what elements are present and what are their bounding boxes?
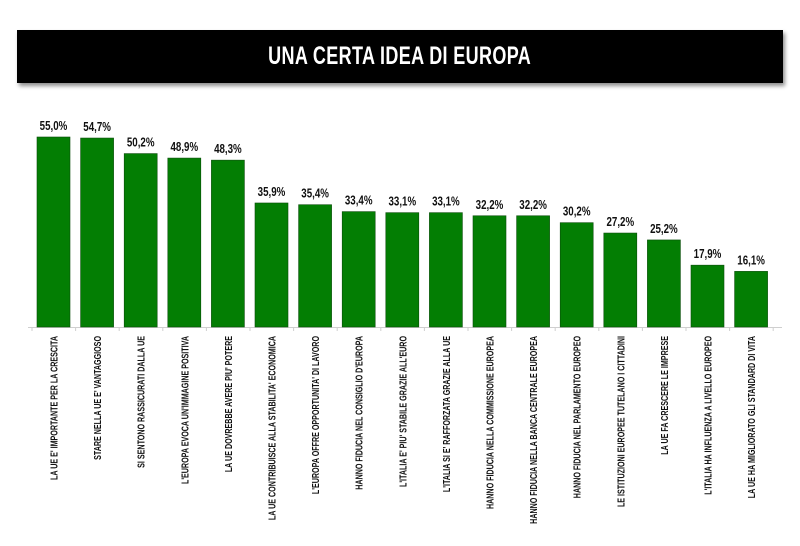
bar — [211, 159, 245, 328]
category-label: LA UE FA CRESCERE LE IMPRESE — [659, 336, 671, 455]
bar — [647, 239, 681, 328]
category-label: LA UE E' IMPORTANTE PER LA CRESCITA — [48, 336, 60, 480]
data-label: 50,2% — [127, 136, 155, 150]
bar — [385, 212, 420, 328]
data-label: 32,2% — [476, 199, 504, 213]
bar — [123, 153, 158, 328]
bar — [559, 222, 594, 328]
category-label: LA UE HA MIGLIORATO GLI STANDARD DI VITA — [746, 336, 758, 499]
bar — [80, 137, 114, 328]
category-label: LE ISTITUZIONI EUROPEE TUTELANO I CITTAD… — [615, 336, 627, 507]
category-label: STARE NELLA UE E' VANTAGGIOSO — [92, 336, 104, 460]
data-label: 35,9% — [258, 186, 286, 200]
bar — [167, 157, 202, 328]
bar — [298, 204, 332, 328]
data-label: 33,1% — [432, 195, 460, 209]
category-label: L'ITALIA SI E' RAFFORZATA GRAZIE ALLA UE — [441, 336, 453, 492]
data-label: 27,2% — [606, 216, 634, 230]
chart-title: UNA CERTA IDEA DI EUROPA — [268, 42, 532, 70]
bar — [254, 202, 289, 328]
data-label: 16,1% — [737, 254, 765, 268]
category-label: HANNO FIDUCIA NELLA BANCA CENTRALE EUROP… — [528, 336, 540, 524]
category-label: LA UE DOVREBBE AVERE PIU' POTERE — [223, 336, 235, 472]
bar — [603, 232, 638, 328]
bar — [690, 264, 725, 328]
data-label: 33,1% — [388, 195, 416, 209]
data-label: 54,7% — [83, 121, 111, 135]
data-label: 32,2% — [519, 199, 547, 213]
category-label: HANNO FIDUCIA NEL CONSIGLIO D'EUROPA — [353, 336, 365, 490]
category-label: L'ITALIA HA INFLUENZA A LIVELLO EUROPEO — [702, 336, 714, 495]
chart-title-bar: UNA CERTA IDEA DI EUROPA — [17, 30, 783, 83]
data-label: 30,2% — [563, 205, 591, 219]
bar — [36, 136, 71, 328]
bar — [341, 211, 376, 328]
data-label: 25,2% — [650, 223, 678, 237]
category-label: SI SENTONO RASSICURATI DALLA UE — [135, 336, 147, 468]
data-label: 48,9% — [170, 141, 198, 155]
data-label: 48,3% — [214, 143, 242, 157]
bar — [734, 271, 768, 328]
category-label: L'EUROPA OFFRE OPPORTUNITA' DI LAVORO — [310, 336, 322, 494]
bar — [516, 215, 550, 328]
data-label: 17,9% — [694, 248, 722, 262]
category-label: LA UE CONTRIBUISCE ALLA STABILITA' ECONO… — [266, 336, 278, 521]
data-label: 35,4% — [301, 188, 329, 202]
category-label: HANNO FIDUCIA NELLA COMMISSIONE EUROPEA — [484, 336, 496, 509]
category-label: HANNO FIDUCIA NEL PARLAMENTO EUROPEO — [571, 336, 583, 498]
category-label: L'ITALIA E' PIU' STABILE GRAZIE ALL'EURO — [397, 336, 409, 487]
bar — [472, 215, 507, 328]
data-label: 55,0% — [40, 120, 68, 134]
category-label: L'EUROPA EVOCA UN'IMMAGINE POSITIVA — [179, 336, 191, 484]
bar — [429, 212, 463, 328]
data-label: 33,4% — [345, 194, 373, 208]
